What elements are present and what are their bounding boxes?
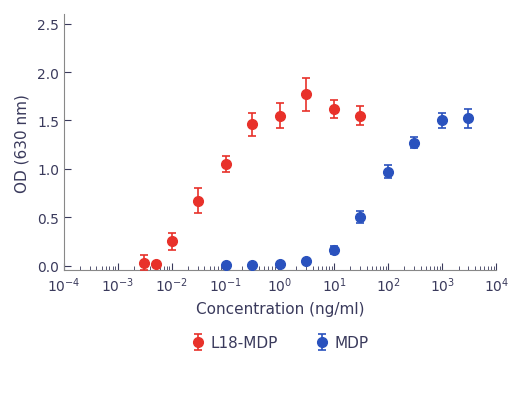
Y-axis label: OD (630 nm): OD (630 nm) bbox=[15, 93, 30, 192]
Legend: L18-MDP, MDP: L18-MDP, MDP bbox=[186, 330, 374, 357]
X-axis label: Concentration (ng/ml): Concentration (ng/ml) bbox=[196, 301, 364, 316]
